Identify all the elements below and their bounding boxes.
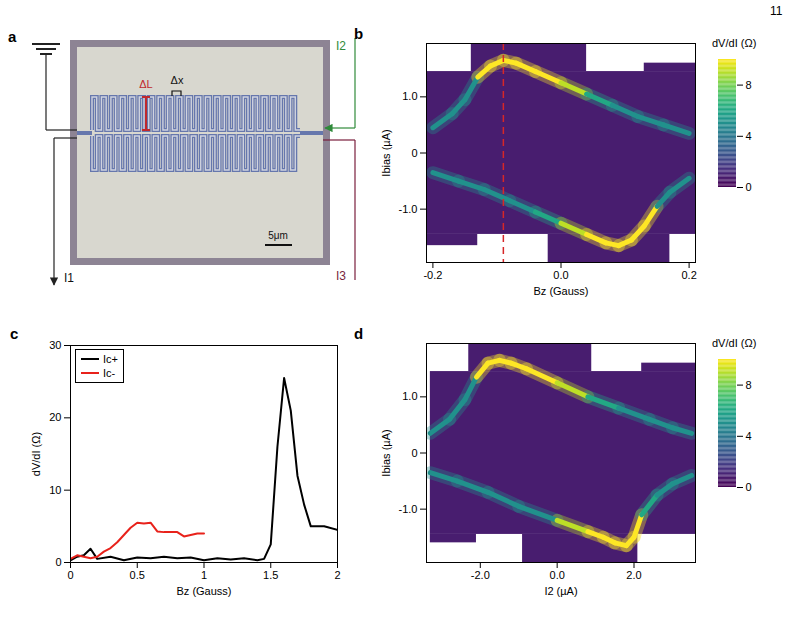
svg-text:0: 0 [746, 481, 752, 493]
svg-text:2.0: 2.0 [626, 569, 641, 581]
svg-text:4: 4 [746, 130, 752, 142]
svg-text:1.0: 1.0 [402, 90, 417, 102]
svg-text:I1: I1 [64, 271, 74, 285]
html-text:dV/dI (Ω): dV/dI (Ω) [712, 37, 757, 49]
svg-text:0: 0 [55, 556, 61, 568]
svg-text:I2 (µA): I2 (µA) [544, 585, 577, 597]
html-text:b: b [354, 25, 364, 42]
svg-text:8: 8 [746, 79, 752, 91]
svg-text:1: 1 [201, 569, 207, 581]
svg-text:-0.2: -0.2 [423, 269, 442, 281]
svg-text:I3: I3 [336, 269, 346, 283]
svg-text:4: 4 [746, 430, 752, 442]
svg-text:0: 0 [746, 181, 752, 193]
svg-text:1.5: 1.5 [263, 569, 278, 581]
svg-text:0: 0 [67, 569, 73, 581]
svg-text:Ibias (µA): Ibias (µA) [380, 429, 392, 476]
svg-text:30: 30 [49, 339, 61, 351]
svg-text:Δx: Δx [171, 74, 184, 86]
svg-text:Bz (Gauss): Bz (Gauss) [533, 285, 588, 297]
svg-text:5μm: 5μm [268, 230, 288, 241]
svg-text:0: 0 [411, 447, 417, 459]
svg-text:dV/dI (Ω): dV/dI (Ω) [30, 432, 42, 476]
svg-text:0: 0 [411, 147, 417, 159]
html-text:a: a [8, 28, 17, 45]
svg-text:Ibias (µA): Ibias (µA) [380, 129, 392, 176]
svg-text:-1.0: -1.0 [399, 203, 418, 215]
svg-text:0.2: 0.2 [681, 269, 696, 281]
svg-text:1.0: 1.0 [402, 390, 417, 402]
html-text:d: d [354, 325, 364, 342]
html-text:dV/dI (Ω): dV/dI (Ω) [712, 337, 757, 349]
svg-text:I2: I2 [336, 39, 346, 53]
svg-text:0.0: 0.0 [550, 569, 565, 581]
svg-text:2: 2 [334, 569, 340, 581]
svg-text:0.5: 0.5 [130, 569, 145, 581]
svg-text:0.0: 0.0 [553, 269, 568, 281]
svg-text:-1.0: -1.0 [399, 503, 418, 515]
svg-text:20: 20 [49, 411, 61, 423]
html-text:c: c [10, 325, 19, 342]
svg-text:-2.0: -2.0 [471, 569, 490, 581]
html-text:Ic-: Ic- [103, 367, 116, 379]
html-text:Ic+: Ic+ [103, 353, 118, 365]
html-text:11: 11 [770, 4, 783, 18]
svg-text:ΔL: ΔL [139, 78, 152, 90]
svg-text:Bz (Gauss): Bz (Gauss) [176, 585, 231, 597]
svg-text:10: 10 [49, 484, 61, 496]
svg-text:8: 8 [746, 379, 752, 391]
